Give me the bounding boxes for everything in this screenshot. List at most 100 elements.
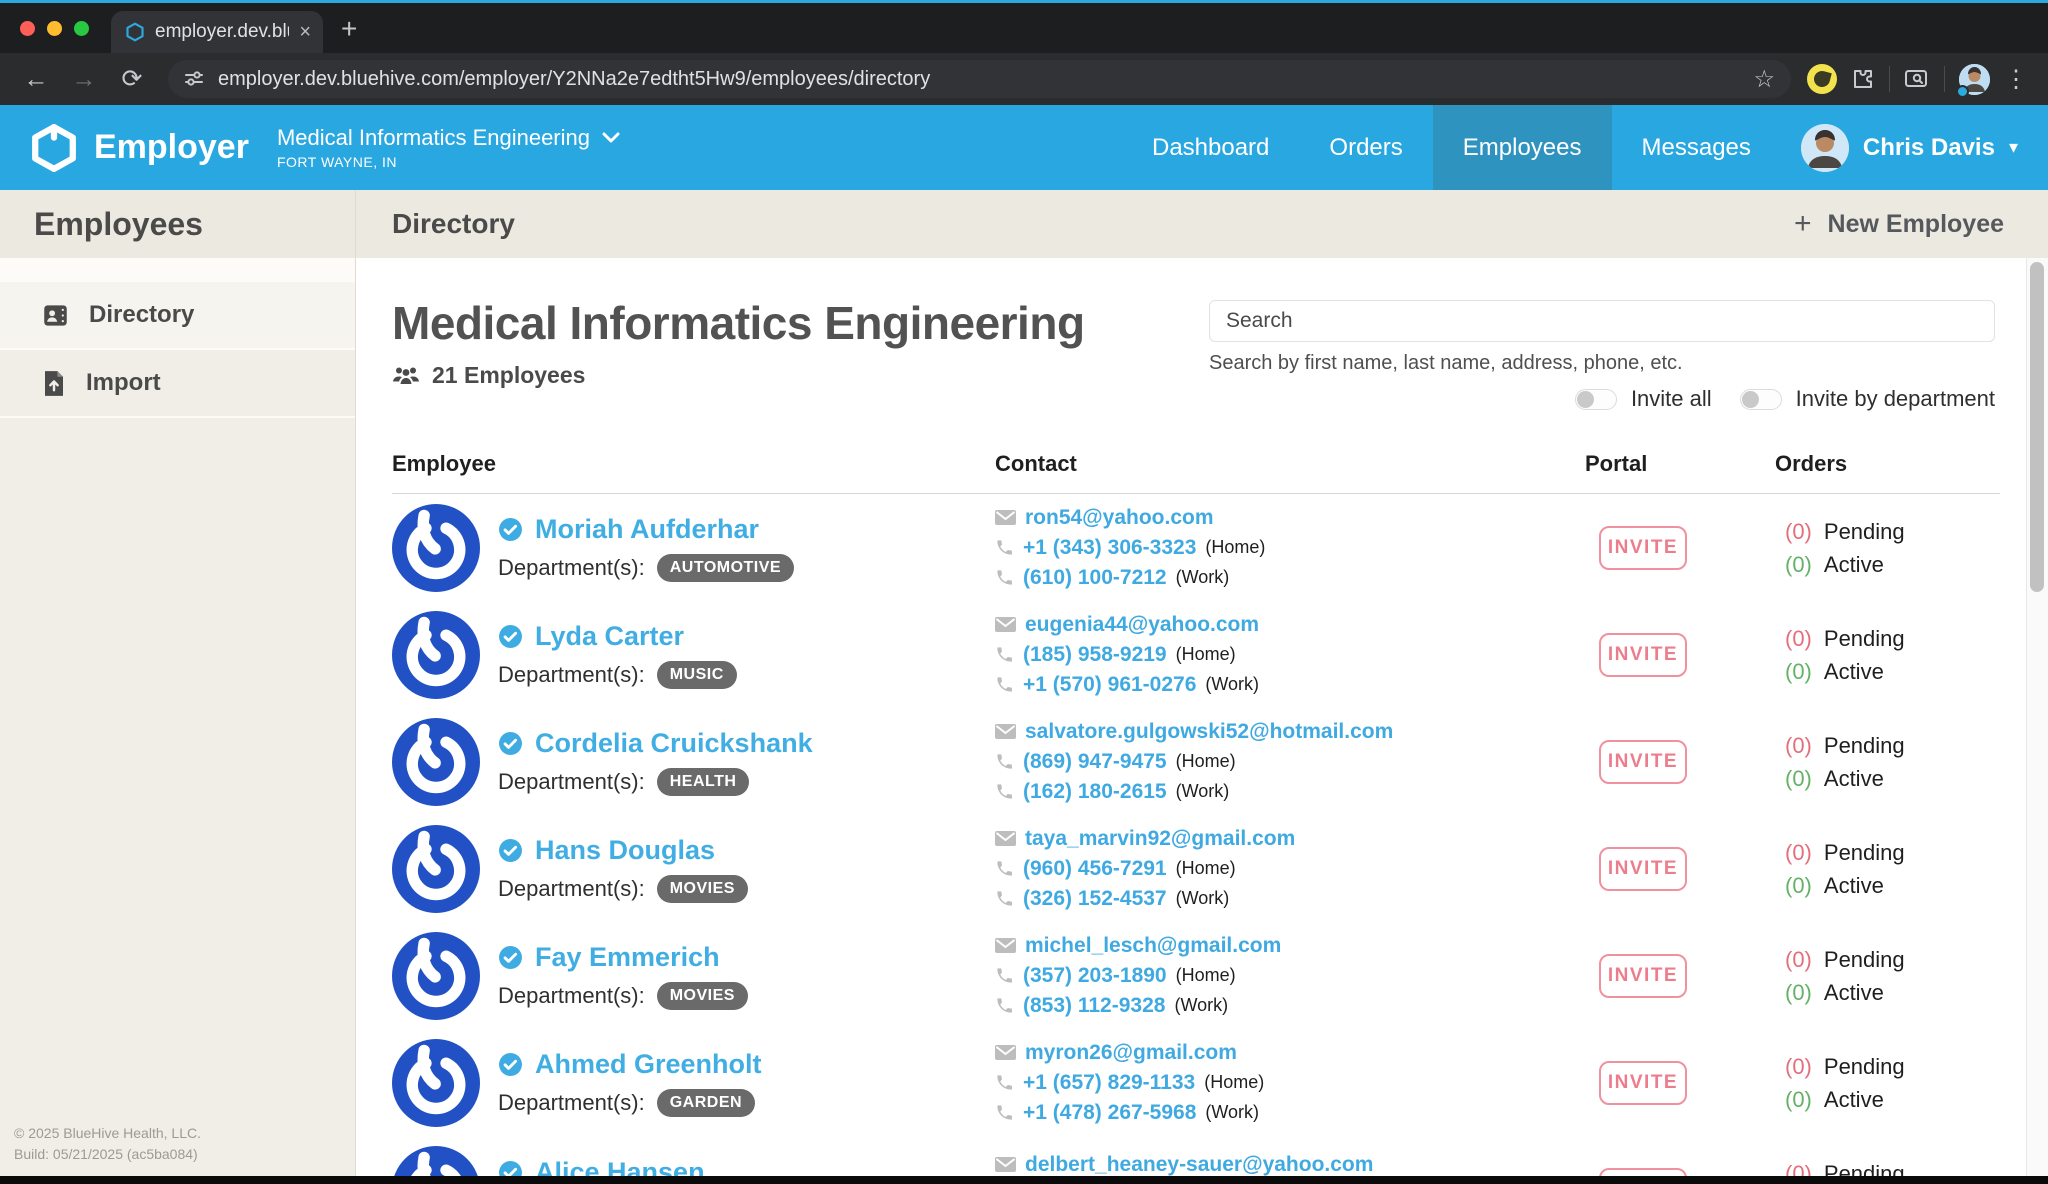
invite-button[interactable]: INVITE — [1599, 1167, 1687, 1176]
browser-menu-icon[interactable]: ⋮ — [2004, 65, 2028, 93]
brand[interactable]: Employer — [0, 105, 277, 190]
sidebar-item-import[interactable]: Import — [0, 350, 355, 418]
extensions-puzzle-icon[interactable] — [1851, 67, 1875, 91]
phone-work-link[interactable]: (162) 180-2615 — [1023, 779, 1167, 803]
zoom-window-button[interactable] — [74, 21, 89, 36]
invite-button[interactable]: INVITE — [1599, 953, 1687, 998]
phone-work-link[interactable]: (853) 112-9328 — [1023, 993, 1166, 1017]
reload-icon[interactable]: ⟳ — [121, 65, 143, 93]
employee-name-link[interactable]: Hans Douglas — [535, 834, 716, 865]
url-bar[interactable]: employer.dev.bluehive.com/employer/Y2NNa… — [168, 60, 1791, 98]
invite-by-department-toggle[interactable] — [1739, 388, 1782, 410]
extension-icon[interactable] — [1807, 64, 1837, 94]
invite-button[interactable]: INVITE — [1599, 632, 1687, 677]
phone-home-link[interactable]: (185) 958-9219 — [1023, 642, 1167, 666]
bookmark-star-icon[interactable]: ☆ — [1753, 65, 1775, 93]
invite-toggles: Invite all Invite by department — [1561, 386, 1995, 412]
forward-icon[interactable]: → — [71, 64, 97, 93]
employee-name-link[interactable]: Fay Emmerich — [535, 941, 720, 972]
minimize-window-button[interactable] — [47, 21, 62, 36]
employee-name-link[interactable]: Cordelia Cruickshank — [535, 727, 813, 758]
email-link[interactable]: delbert_heaney-sauer@yahoo.com — [1025, 1152, 1374, 1176]
gravatar-avatar[interactable] — [392, 503, 480, 592]
search-input[interactable] — [1209, 300, 1995, 342]
email-icon — [995, 617, 1016, 632]
invite-button[interactable]: INVITE — [1599, 525, 1687, 570]
department-badge: MOVIES — [656, 981, 748, 1010]
sidebar-item-directory[interactable]: Directory — [0, 282, 355, 350]
browser-profile-avatar[interactable] — [1956, 63, 1990, 98]
divider — [1944, 66, 1945, 92]
department-line: Department(s): MOVIES — [498, 981, 748, 1010]
table-row: Fay Emmerich Department(s): MOVIES miche… — [392, 922, 2000, 1029]
tab-close-icon[interactable]: × — [299, 20, 311, 43]
employee-name-link[interactable]: Ahmed Greenholt — [535, 1048, 762, 1079]
phone-home-link[interactable]: (869) 947-9475 — [1023, 749, 1167, 773]
scrollbar-thumb[interactable] — [2030, 262, 2044, 592]
nav-item-orders[interactable]: Orders — [1329, 133, 1403, 161]
gravatar-avatar[interactable] — [392, 824, 480, 913]
table-header: Employee Contact Portal Orders — [392, 451, 2000, 494]
table-row: Moriah Aufderhar Department(s): AUTOMOTI… — [392, 494, 2000, 601]
pending-label: Pending — [1823, 518, 1905, 544]
employee-rows: Moriah Aufderhar Department(s): AUTOMOTI… — [392, 494, 2000, 1176]
gravatar-avatar[interactable] — [392, 1038, 480, 1127]
nav-item-employees[interactable]: Employees — [1432, 105, 1612, 190]
email-link[interactable]: ron54@yahoo.com — [1025, 505, 1214, 529]
email-link[interactable]: salvatore.gulgowski52@hotmail.com — [1025, 719, 1394, 743]
nav-item-messages[interactable]: Messages — [1641, 133, 1751, 161]
invite-button[interactable]: INVITE — [1599, 846, 1687, 891]
nav-item-dashboard[interactable]: Dashboard — [1151, 133, 1270, 161]
file-upload-icon — [42, 370, 66, 397]
gravatar-avatar[interactable] — [392, 610, 480, 699]
site-settings-icon[interactable] — [184, 69, 204, 89]
email-link[interactable]: michel_lesch@gmail.com — [1025, 933, 1282, 957]
company-name-heading: Medical Informatics Engineering — [392, 297, 1085, 349]
gravatar-avatar[interactable] — [392, 1145, 480, 1176]
phone-home-label: (Home) — [1175, 751, 1236, 771]
org-selector[interactable]: Medical Informatics Engineering FORT WAY… — [277, 105, 620, 190]
back-icon[interactable]: ← — [23, 64, 49, 93]
employee-name-link[interactable]: Lyda Carter — [535, 620, 685, 651]
column-contact: Contact — [995, 451, 1077, 476]
pending-count: (0) — [1785, 1160, 1812, 1177]
phone-home-link[interactable]: +1 (343) 306-3323 — [1023, 535, 1197, 559]
phone-icon — [995, 782, 1014, 801]
tab-search-icon[interactable] — [1904, 67, 1930, 91]
phone-home-link[interactable]: (357) 203-1890 — [1023, 963, 1167, 987]
phone-icon — [995, 859, 1014, 878]
gravatar-avatar[interactable] — [392, 931, 480, 1020]
pending-label: Pending — [1823, 625, 1905, 651]
phone-work-label: (Work) — [1175, 888, 1230, 908]
department-line: Department(s): HEALTH — [498, 767, 813, 796]
table-row: Alice Hansen Department(s): delbert_hean… — [392, 1136, 2000, 1176]
scrollbar-track[interactable] — [2026, 258, 2048, 1176]
url-text[interactable]: employer.dev.bluehive.com/employer/Y2NNa… — [218, 67, 931, 90]
invite-button[interactable]: INVITE — [1599, 1060, 1687, 1105]
phone-work-link[interactable]: (610) 100-7212 — [1023, 565, 1167, 589]
gravatar-avatar[interactable] — [392, 717, 480, 806]
verified-icon — [498, 945, 523, 970]
close-window-button[interactable] — [20, 21, 35, 36]
invite-button[interactable]: INVITE — [1599, 739, 1687, 784]
employee-name-link[interactable]: Moriah Aufderhar — [535, 513, 760, 544]
email-link[interactable]: taya_marvin92@gmail.com — [1025, 826, 1296, 850]
phone-work-link[interactable]: (326) 152-4537 — [1023, 886, 1167, 910]
new-employee-button[interactable]: + New Employee — [1794, 207, 2004, 241]
phone-work-link[interactable]: +1 (570) 961-0276 — [1023, 672, 1197, 696]
phone-home-link[interactable]: (960) 456-7291 — [1023, 856, 1167, 880]
browser-tab[interactable]: employer.dev.bluehive.com/e × — [111, 11, 323, 53]
employee-name-link[interactable]: Alice Hansen — [535, 1156, 705, 1177]
email-icon — [995, 510, 1016, 525]
department-label: Department(s): — [498, 661, 645, 687]
active-label: Active — [1823, 765, 1884, 791]
phone-work-link[interactable]: +1 (478) 267-5968 — [1023, 1100, 1197, 1124]
email-link[interactable]: myron26@gmail.com — [1025, 1040, 1237, 1064]
user-menu[interactable]: Chris Davis ▾ — [1781, 105, 2048, 190]
phone-home-link[interactable]: +1 (657) 829-1133 — [1023, 1070, 1196, 1094]
email-link[interactable]: eugenia44@yahoo.com — [1025, 612, 1260, 636]
phone-home-label: (Home) — [1175, 965, 1236, 985]
new-tab-button[interactable]: + — [341, 13, 358, 44]
verified-icon — [498, 624, 523, 649]
invite-all-toggle[interactable] — [1574, 388, 1617, 410]
